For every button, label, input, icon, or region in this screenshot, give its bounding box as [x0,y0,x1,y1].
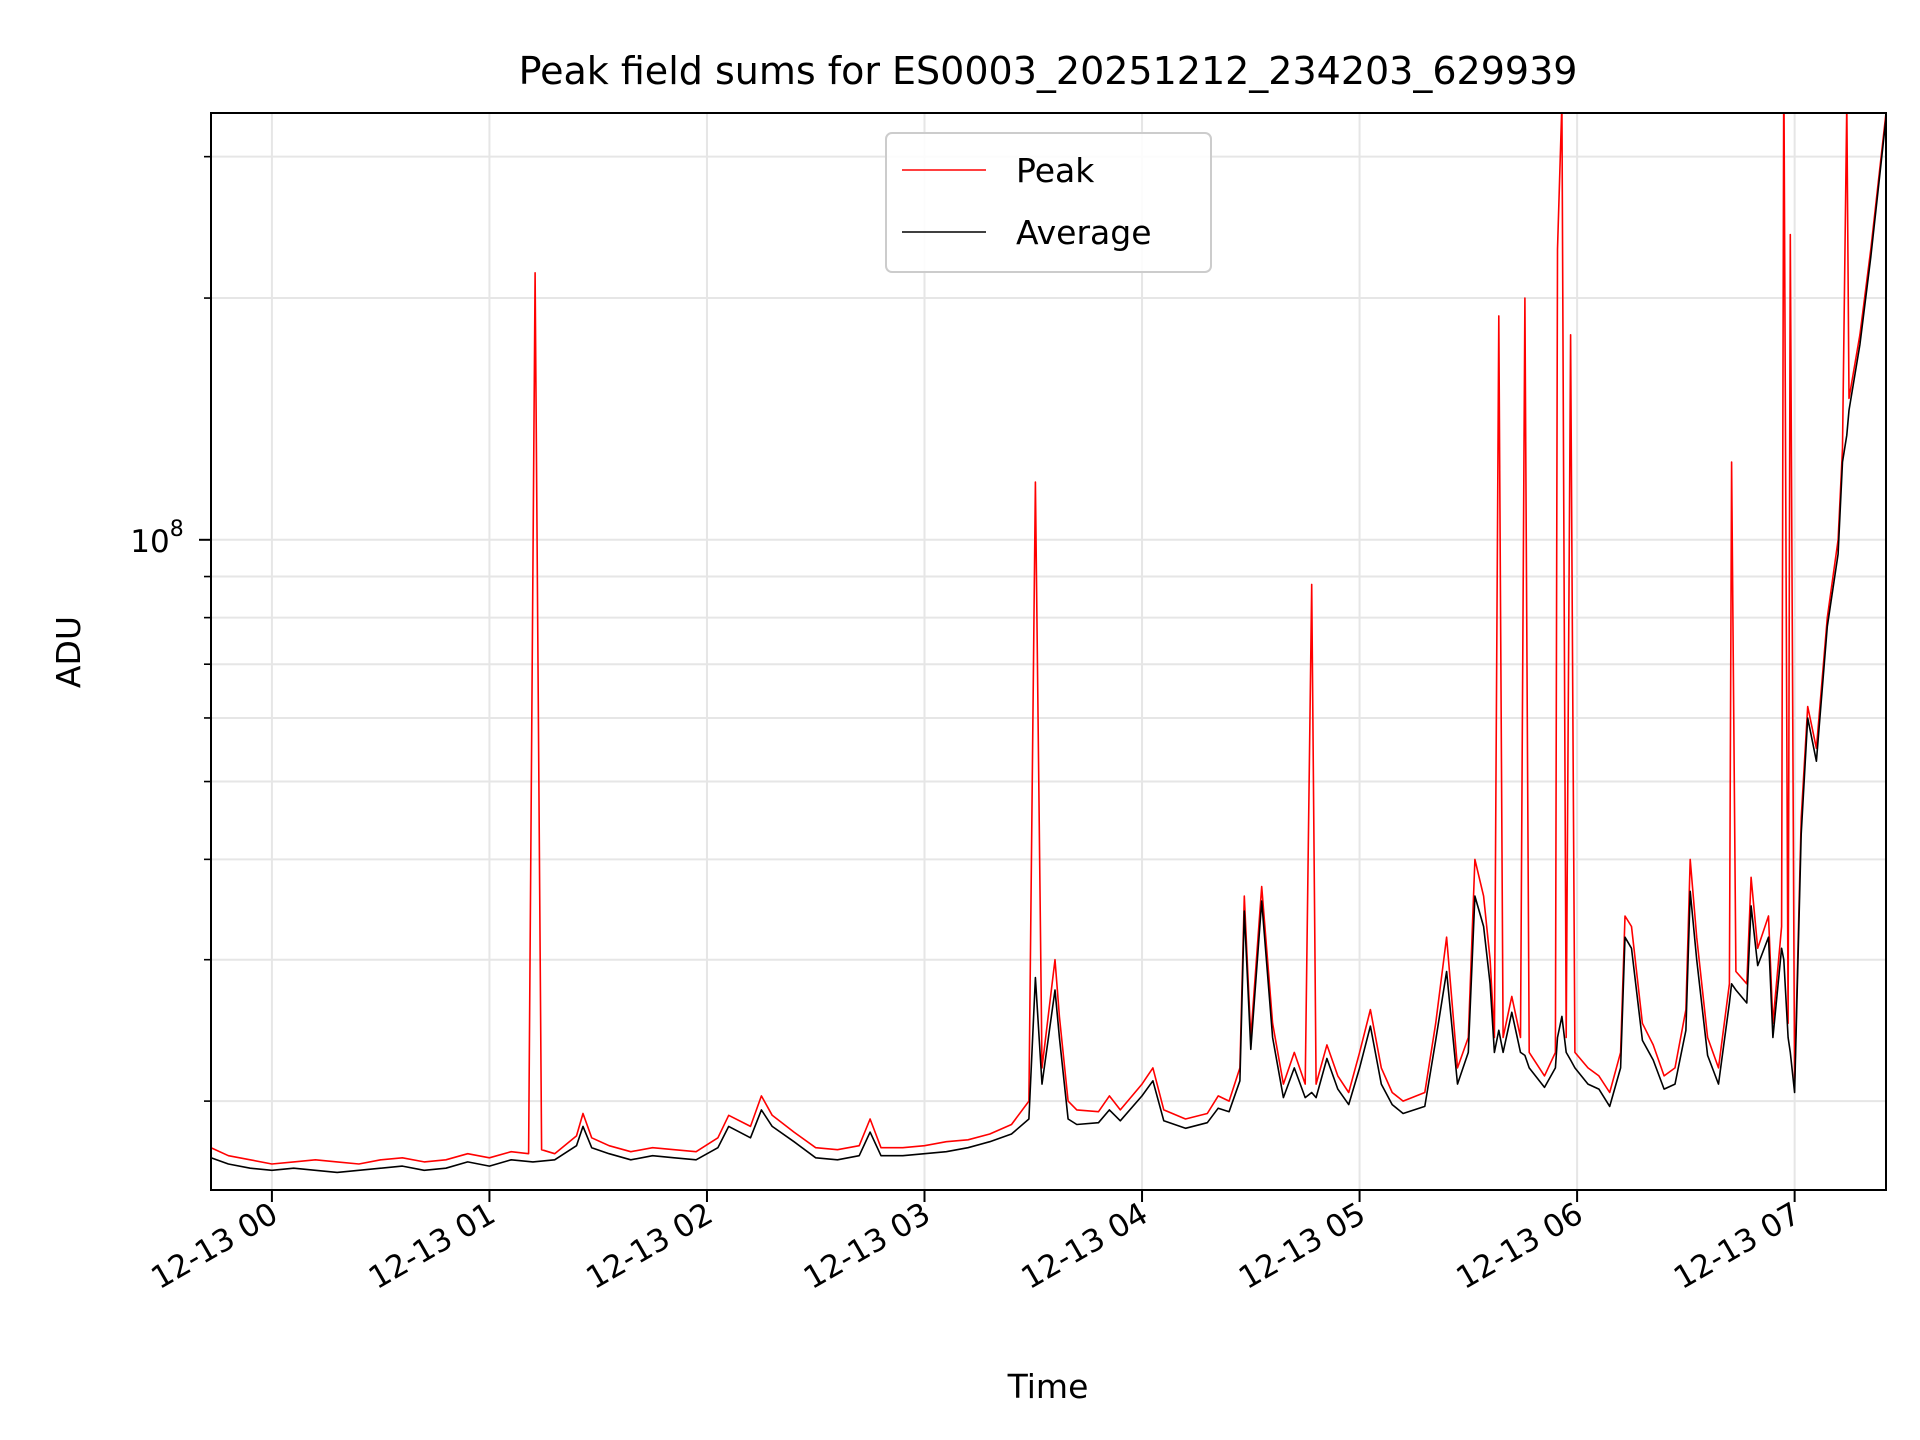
grid [211,113,1886,1190]
y-tick-label: 108 [130,517,183,560]
series-layer [211,113,1886,1174]
chart-title: Peak field sums for ES0003_20251212_2342… [519,49,1578,93]
plot-frame [210,112,1887,1191]
legend-box [885,132,1212,273]
y-axis-label: ADU [49,616,88,688]
x-axis-label: Time [1007,1367,1089,1406]
legend: Peak Average [885,132,1212,273]
legend-peak-label: Peak [1016,151,1095,190]
average-series-line [211,118,1886,1174]
legend-average-label: Average [1016,213,1152,252]
peak-series-line [211,113,1886,1165]
